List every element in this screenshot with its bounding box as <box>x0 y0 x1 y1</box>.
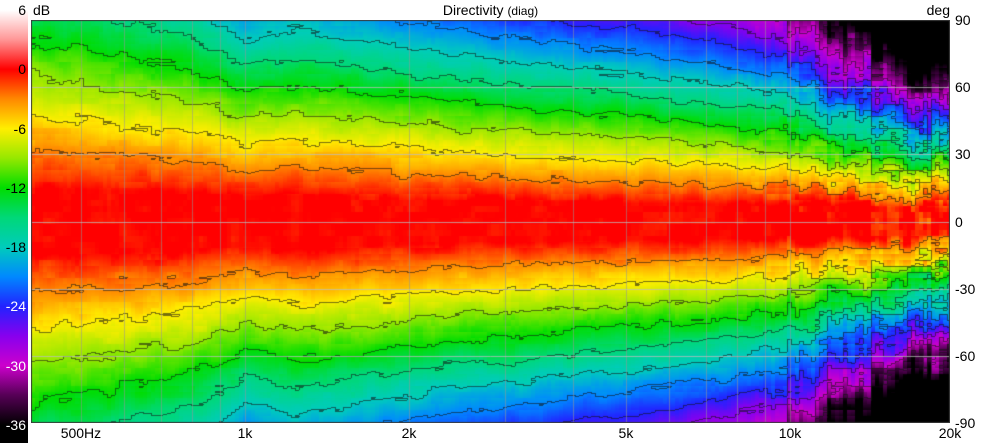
db-tick--18: -18 <box>5 239 26 256</box>
deg-tick-90: 90 <box>955 12 971 28</box>
deg-tick--30: -30 <box>955 280 976 297</box>
db-axis-label: dB <box>33 2 51 18</box>
deg-tick--90: -90 <box>955 415 976 431</box>
deg-tick-30: 30 <box>955 146 971 163</box>
freq-tick-2k: 2k <box>401 425 417 441</box>
chart-title: Directivity (diag) <box>31 2 950 18</box>
chart-title-main: Directivity <box>442 2 504 18</box>
freq-tick-500Hz: 500Hz <box>60 425 102 441</box>
directivity-heatmap-canvas[interactable] <box>31 20 950 423</box>
freq-tick-1k: 1k <box>237 425 253 441</box>
db-tick--6: -6 <box>13 120 26 137</box>
db-tick--36: -36 <box>5 417 26 433</box>
deg-tick-60: 60 <box>955 79 971 96</box>
deg-tick--60: -60 <box>955 347 976 364</box>
db-tick-0: 0 <box>18 61 26 78</box>
freq-tick-10k: 10k <box>778 425 802 441</box>
deg-axis-label: deg <box>926 2 950 18</box>
db-tick-6: 6 <box>18 2 26 18</box>
freq-tick-5k: 5k <box>618 425 634 441</box>
db-tick--12: -12 <box>5 179 26 196</box>
heatmap-plot-area[interactable] <box>31 20 950 423</box>
db-tick--24: -24 <box>5 298 26 315</box>
freq-tick-20k: 20k <box>938 425 962 441</box>
db-tick--30: -30 <box>5 357 26 374</box>
deg-tick-0: 0 <box>955 213 963 230</box>
chart-title-suffix: (diag) <box>507 4 539 18</box>
db-colorbar <box>0 0 28 443</box>
